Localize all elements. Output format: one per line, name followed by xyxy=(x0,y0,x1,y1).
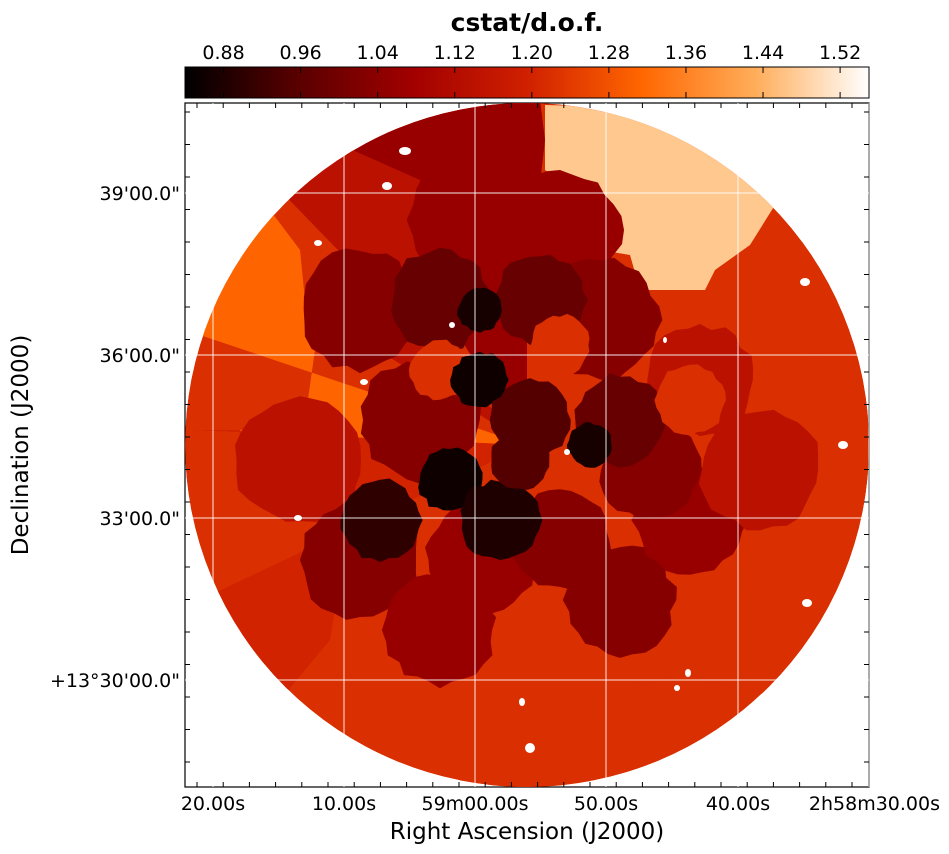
colorbar-tick-label: 1.52 xyxy=(819,42,861,64)
colorbar-tick-label: 1.44 xyxy=(742,42,784,64)
region-mid-ring xyxy=(303,248,419,374)
region-north-west-outer xyxy=(270,140,527,445)
masked-source xyxy=(525,743,535,753)
masked-source xyxy=(294,515,302,521)
colorbar-tick-label: 0.96 xyxy=(279,42,321,64)
x-tick-label: 20.00s xyxy=(181,793,245,815)
x-tick-labels: 20.00s 10.00s 59m00.00s 50.00s 40.00s 2h58m30… xyxy=(181,793,940,815)
x-axis-title: Right Ascension (J2000) xyxy=(390,819,665,845)
colorbar-tick-label: 1.20 xyxy=(511,42,553,64)
y-tick-label: 39'00.0" xyxy=(100,183,180,205)
region-inner-ring xyxy=(391,247,489,353)
masked-source xyxy=(360,379,368,385)
masked-source xyxy=(802,599,812,607)
region-core xyxy=(460,479,543,560)
masked-source xyxy=(685,669,691,677)
x-tick-label: 10.00s xyxy=(312,793,376,815)
map-field xyxy=(185,103,869,787)
colorbar-ticks: 0.88 0.96 1.04 1.12 1.20 1.28 1.36 1.44 1.52 xyxy=(202,42,861,98)
masked-source xyxy=(800,278,810,286)
colorbar-tick-label: 1.04 xyxy=(357,42,399,64)
colorbar-title: cstat/d.o.f. xyxy=(451,8,604,37)
colorbar-tick-label: 0.88 xyxy=(202,42,244,64)
y-tick-label: 33'00.0" xyxy=(100,508,180,530)
colorbar xyxy=(184,66,870,99)
y-tick-label: +13°30'00.0" xyxy=(50,670,180,692)
masked-source xyxy=(674,685,680,691)
region-core xyxy=(566,422,612,468)
masked-source xyxy=(838,441,848,449)
masked-source xyxy=(382,182,392,190)
x-tick-label: 2h58m30.00s xyxy=(809,793,940,815)
coordinate-grid xyxy=(185,103,870,787)
region-west-sector xyxy=(185,210,527,445)
axis-ticks xyxy=(185,103,869,787)
x-tick-label: 59m00.00s xyxy=(422,793,529,815)
colorbar-tick-label: 1.12 xyxy=(434,42,476,64)
masked-source xyxy=(663,337,667,343)
colorbar-tick-label: 1.36 xyxy=(665,42,707,64)
x-tick-label: 50.00s xyxy=(574,793,638,815)
colorbar-tick-label: 1.28 xyxy=(588,42,630,64)
masked-source xyxy=(519,698,525,706)
region-bright-spot xyxy=(530,313,590,376)
region-core xyxy=(340,478,423,562)
y-tick-label: 36'00.0" xyxy=(100,345,180,367)
region-bright-spot xyxy=(654,364,726,436)
region-south-west xyxy=(185,430,527,700)
region-core xyxy=(491,431,550,490)
x-tick-label: 40.00s xyxy=(706,793,770,815)
masked-source xyxy=(564,449,570,455)
masked-source xyxy=(314,240,322,246)
region-north-west-outer xyxy=(235,396,361,522)
y-tick-labels: 39'00.0" 36'00.0" 33'00.0" +13°30'00.0" xyxy=(50,183,180,692)
y-axis-title: Declination (J2000) xyxy=(8,335,34,556)
region-core xyxy=(457,287,502,333)
masked-source xyxy=(449,322,455,328)
region-east-arc xyxy=(698,409,819,531)
masked-source xyxy=(399,147,411,155)
region-core xyxy=(450,351,509,408)
